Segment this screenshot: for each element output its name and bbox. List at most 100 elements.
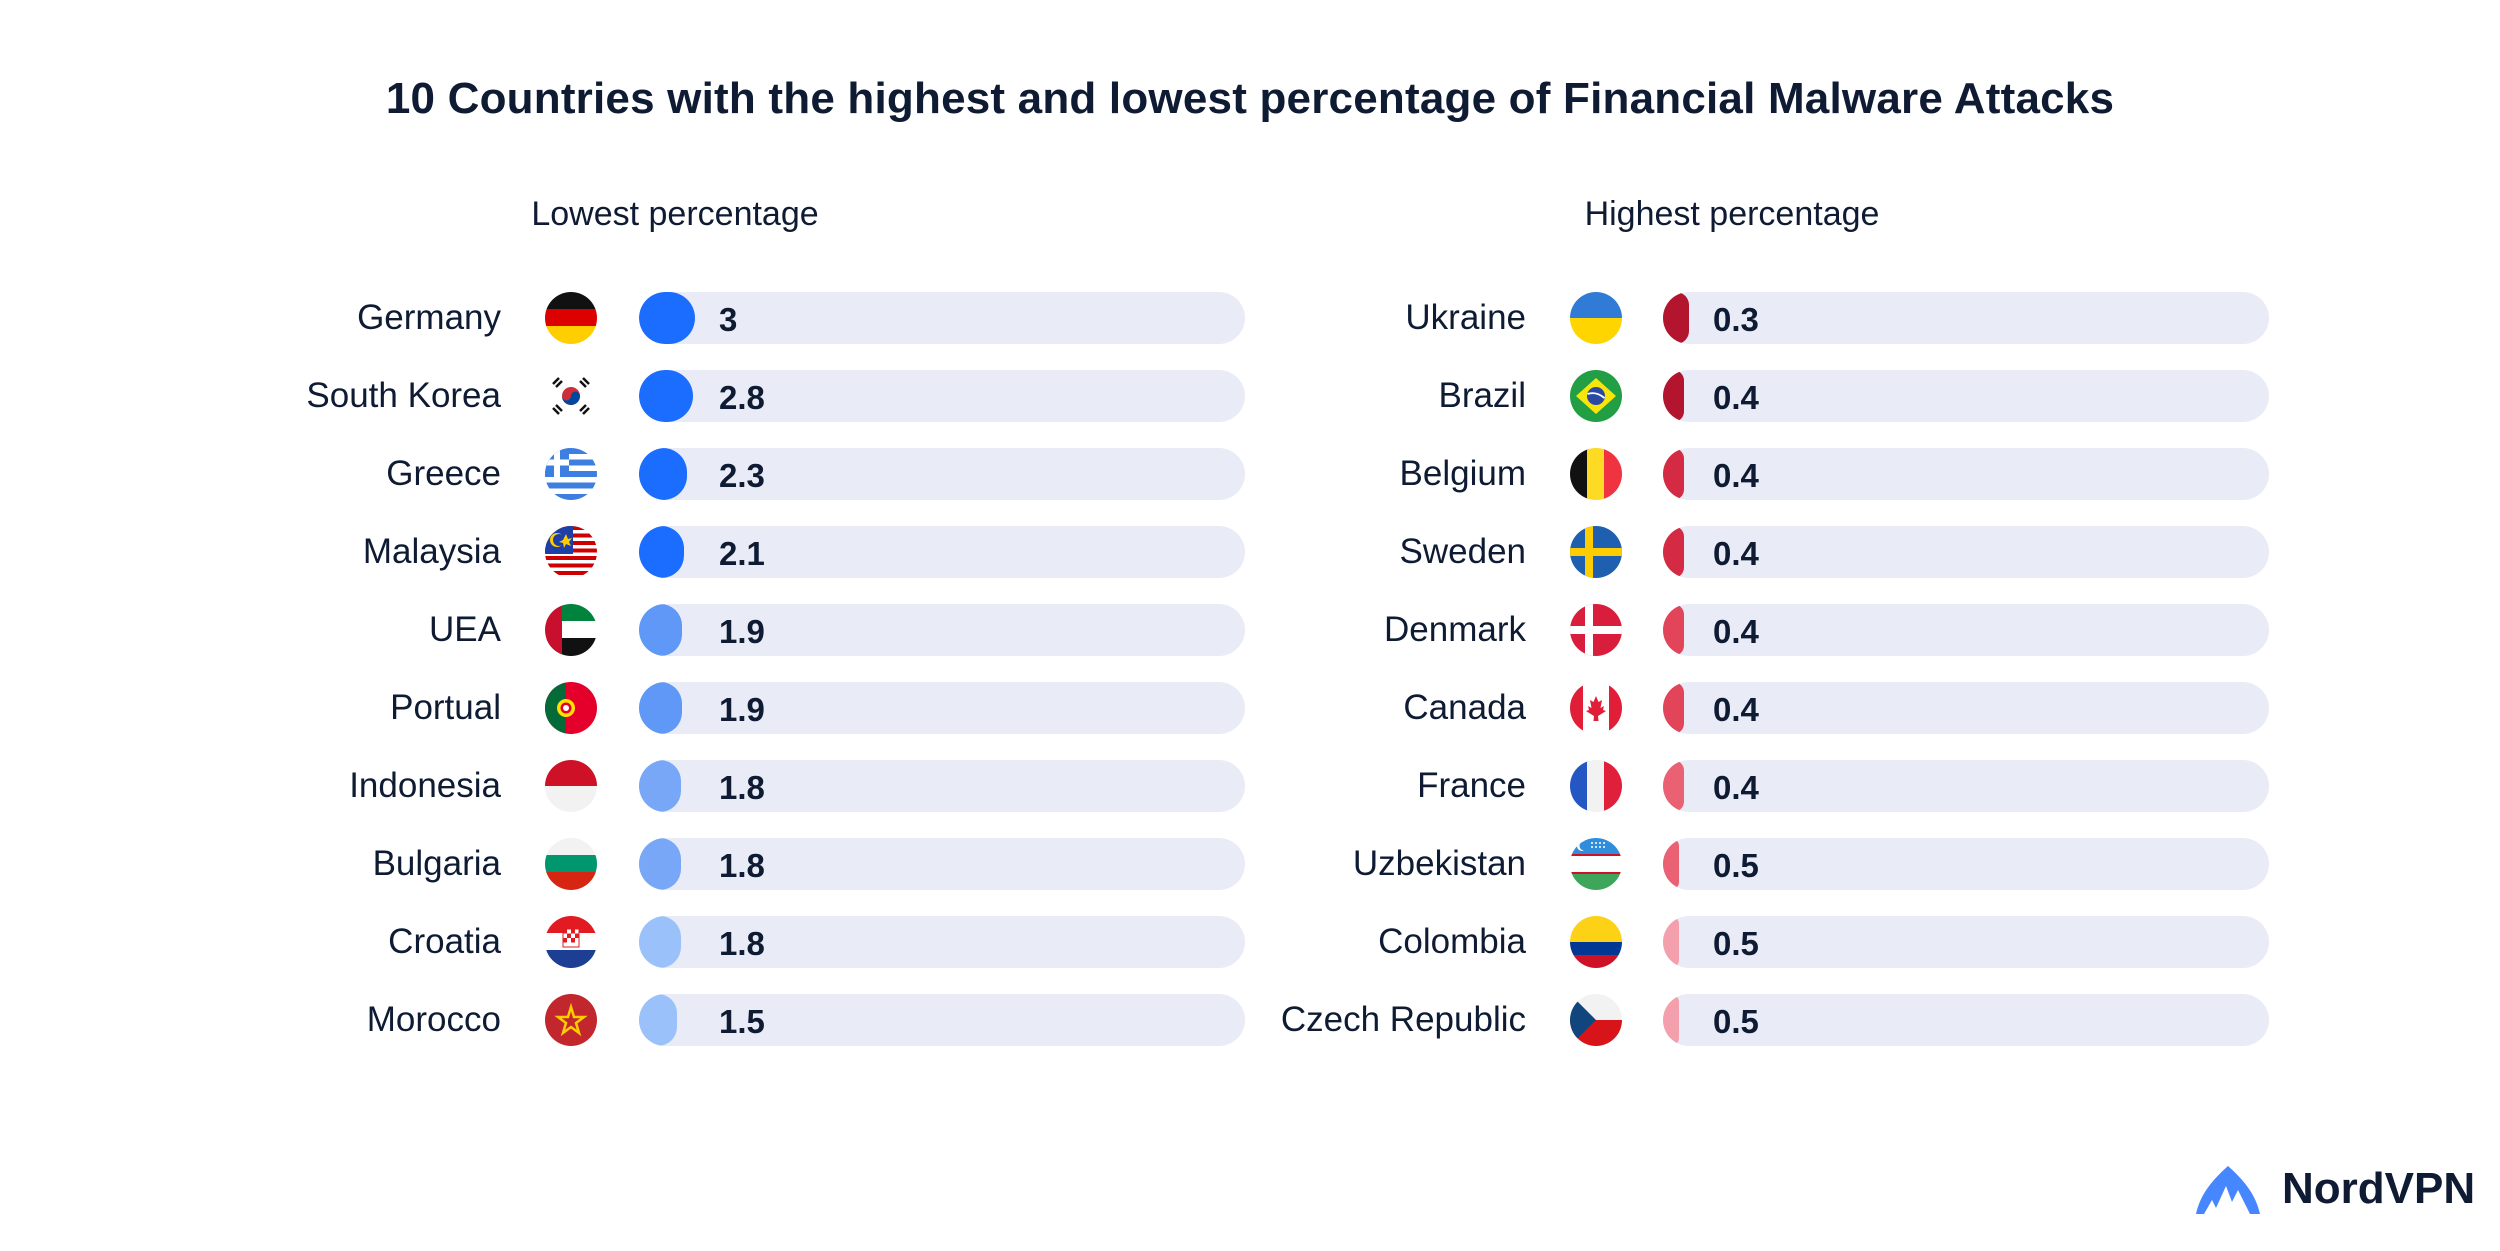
bar-row: Belgium 0.4 bbox=[1270, 448, 2370, 500]
nordvpn-mountain-logo-icon bbox=[2196, 1166, 2260, 1214]
bar bbox=[1663, 448, 1684, 500]
uae-flag-icon bbox=[545, 604, 597, 656]
value-label: 0.4 bbox=[1713, 769, 1759, 806]
bar bbox=[639, 604, 682, 656]
germany-flag-icon bbox=[545, 292, 597, 344]
country-label: Greece bbox=[386, 454, 501, 493]
value-label: 1.9 bbox=[719, 691, 765, 728]
bar bbox=[1663, 760, 1684, 812]
bar-track bbox=[639, 526, 1245, 578]
bar-row: Colombia 0.5 bbox=[1270, 916, 2370, 968]
country-label: Morocco bbox=[366, 1000, 501, 1039]
bar-track bbox=[639, 292, 1245, 344]
bar-track bbox=[639, 916, 1245, 968]
bar-track bbox=[1663, 526, 2269, 578]
value-label: 2.3 bbox=[719, 457, 765, 494]
value-label: 1.8 bbox=[719, 847, 765, 884]
country-label: Ukraine bbox=[1405, 298, 1526, 337]
bar-track bbox=[639, 838, 1245, 890]
country-label: South Korea bbox=[306, 376, 501, 415]
belgium-flag-icon bbox=[1570, 448, 1622, 500]
country-label: Malaysia bbox=[362, 532, 501, 571]
portugal-flag-icon bbox=[545, 682, 597, 734]
bar-track bbox=[639, 682, 1245, 734]
bar-track bbox=[1663, 370, 2269, 422]
country-label: Czech Republic bbox=[1280, 1000, 1526, 1039]
country-label: Canada bbox=[1403, 688, 1526, 727]
bar-track bbox=[1663, 994, 2269, 1046]
country-label: Bulgaria bbox=[372, 844, 501, 883]
bar bbox=[639, 682, 682, 734]
bar-track bbox=[1663, 760, 2269, 812]
bar-row: Canada 0.4 bbox=[1270, 682, 2370, 734]
highest-panel-subtitle: Highest percentage bbox=[1584, 195, 1880, 233]
brazil-flag-icon bbox=[1570, 370, 1622, 422]
value-label: 0.4 bbox=[1713, 691, 1759, 728]
colombia-flag-icon bbox=[1570, 916, 1622, 968]
country-label: Brazil bbox=[1438, 376, 1526, 415]
bar-row: Malaysia 2.1 bbox=[270, 526, 1370, 578]
bar-track bbox=[639, 994, 1245, 1046]
value-label: 0.5 bbox=[1713, 847, 1759, 884]
czech-republic-flag-icon bbox=[1570, 994, 1622, 1046]
country-label: Germany bbox=[357, 298, 501, 337]
country-label: France bbox=[1417, 766, 1526, 805]
value-label: 3 bbox=[719, 301, 738, 338]
bar-row: Sweden 0.4 bbox=[1270, 526, 2370, 578]
bar-row: France 0.4 bbox=[1270, 760, 2370, 812]
bar-row: Morocco 1.5 bbox=[270, 994, 1370, 1046]
bar-track bbox=[1663, 448, 2269, 500]
bar-row: UEA 1.9 bbox=[270, 604, 1370, 656]
bar-track bbox=[1663, 604, 2269, 656]
bar bbox=[639, 760, 681, 812]
value-label: 0.4 bbox=[1713, 457, 1759, 494]
bar-row: Croatia 1.8 bbox=[270, 916, 1370, 968]
bar bbox=[639, 994, 677, 1046]
bar bbox=[1663, 604, 1684, 656]
value-label: 0.5 bbox=[1713, 925, 1759, 962]
bar-row: Germany 3 bbox=[270, 292, 1370, 344]
chart-title: 10 Countries with the highest and lowest… bbox=[385, 74, 2115, 123]
value-label: 0.4 bbox=[1713, 535, 1759, 572]
bar-track bbox=[639, 448, 1245, 500]
bar bbox=[639, 370, 693, 422]
country-label: Colombia bbox=[1378, 922, 1526, 961]
bar bbox=[639, 838, 681, 890]
bar-track bbox=[1663, 838, 2269, 890]
bar bbox=[639, 916, 681, 968]
country-label: Belgium bbox=[1399, 454, 1526, 493]
country-label: Sweden bbox=[1399, 532, 1526, 571]
bar-row: Uzbekistan 0.5 bbox=[1270, 838, 2370, 890]
bar bbox=[1663, 682, 1684, 734]
bar bbox=[639, 526, 685, 578]
denmark-flag-icon bbox=[1570, 604, 1622, 656]
malaysia-flag-icon bbox=[545, 526, 597, 578]
value-label: 1.8 bbox=[719, 925, 765, 962]
morocco-flag-icon bbox=[545, 994, 597, 1046]
france-flag-icon bbox=[1570, 760, 1622, 812]
country-label: Denmark bbox=[1384, 610, 1526, 649]
indonesia-flag-icon bbox=[545, 760, 597, 812]
bar-track bbox=[1663, 682, 2269, 734]
lowest-percentage-panel: Lowest percentage Germany 3 South Korea 2.8… bbox=[270, 195, 1370, 1095]
lowest-panel-subtitle: Lowest percentage bbox=[531, 195, 819, 233]
value-label: 2.1 bbox=[719, 535, 765, 572]
bar bbox=[639, 448, 687, 500]
value-label: 0.4 bbox=[1713, 379, 1759, 416]
country-label: Portual bbox=[390, 688, 501, 727]
country-label: Indonesia bbox=[349, 766, 501, 805]
value-label: 1.8 bbox=[719, 769, 765, 806]
bar bbox=[1663, 994, 1679, 1046]
value-label: 0.4 bbox=[1713, 613, 1759, 650]
bar bbox=[1663, 526, 1684, 578]
bar-row: Czech Republic 0.5 bbox=[1270, 994, 2370, 1046]
country-label: Uzbekistan bbox=[1352, 844, 1526, 883]
highest-percentage-panel: Highest percentage Ukraine 0.3 Brazil 0.4 Be… bbox=[1270, 195, 2370, 1095]
bulgaria-flag-icon bbox=[545, 838, 597, 890]
south-korea-flag-icon bbox=[545, 370, 597, 422]
country-label: UEA bbox=[429, 610, 501, 649]
bar-track bbox=[639, 604, 1245, 656]
bar-track bbox=[1663, 916, 2269, 968]
bar bbox=[1663, 916, 1679, 968]
value-label: 2.8 bbox=[719, 379, 765, 416]
